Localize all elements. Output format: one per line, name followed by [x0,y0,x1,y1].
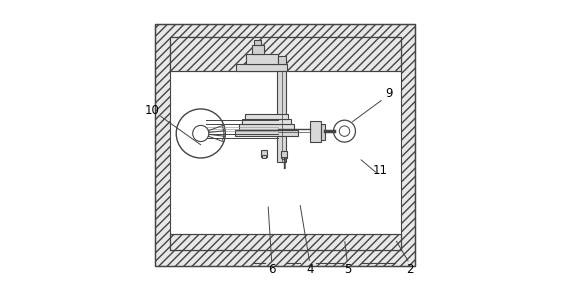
Bar [239,124,294,130]
Bar [281,151,287,158]
Bar [261,150,267,157]
Text: 6: 6 [268,263,275,276]
Circle shape [339,126,350,136]
Bar [252,46,264,54]
Bar [242,119,291,124]
Bar [170,37,401,71]
Bar [236,64,287,71]
Text: 11: 11 [373,164,388,177]
Bar [170,235,401,250]
Bar [321,124,325,140]
Bar [156,24,415,266]
Bar [255,40,261,46]
Bar [170,37,401,71]
Text: 5: 5 [344,263,351,276]
Bar [278,55,286,64]
Bar [246,54,278,64]
Bar [156,24,415,266]
Bar [310,121,321,142]
Bar [170,235,401,250]
Text: 2: 2 [406,263,413,276]
Text: 9: 9 [386,86,393,99]
Text: 4: 4 [306,263,314,276]
Bar [235,130,298,136]
Circle shape [176,109,225,158]
Bar [245,114,288,119]
Bar [277,71,286,162]
Text: 10: 10 [145,104,160,117]
Circle shape [333,120,355,142]
Bar [282,157,287,160]
Bar [170,37,401,250]
Bar [262,155,266,158]
Circle shape [193,125,209,142]
